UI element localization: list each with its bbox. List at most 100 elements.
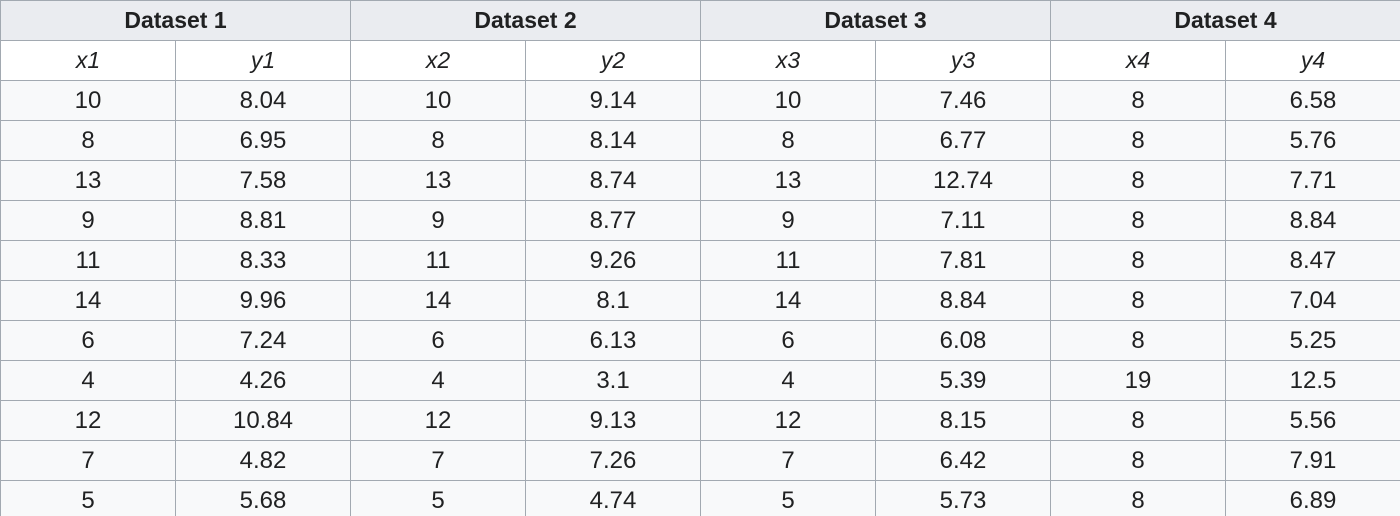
cell-y4: 5.76: [1225, 120, 1400, 161]
cell-y3: 6.77: [875, 120, 1051, 161]
cell-x1: 8: [0, 120, 176, 161]
cell-x4: 8: [1050, 240, 1226, 281]
cell-x3: 6: [700, 320, 876, 361]
cell-x4: 8: [1050, 440, 1226, 481]
cell-y2: 9.26: [525, 240, 701, 281]
variable-label-row: x1 y1 x2 y2 x3 y3 x4 y4: [0, 40, 1400, 81]
cell-x3: 7: [700, 440, 876, 481]
table-row: 6 7.24 6 6.13 6 6.08 8 5.25: [0, 320, 1400, 361]
cell-x1: 6: [0, 320, 176, 361]
dataset-4-title: Dataset 4: [1050, 0, 1400, 41]
cell-y4: 7.91: [1225, 440, 1400, 481]
cell-x2: 9: [350, 200, 526, 241]
cell-x2: 14: [350, 280, 526, 321]
cell-x1: 9: [0, 200, 176, 241]
cell-x3: 10: [700, 80, 876, 121]
cell-y3: 7.81: [875, 240, 1051, 281]
cell-x4: 8: [1050, 160, 1226, 201]
x2-column-header: x2: [350, 40, 526, 81]
cell-y2: 8.74: [525, 160, 701, 201]
table-row: 5 5.68 5 4.74 5 5.73 8 6.89: [0, 480, 1400, 516]
cell-y4: 5.56: [1225, 400, 1400, 441]
cell-x4: 8: [1050, 320, 1226, 361]
cell-x1: 11: [0, 240, 176, 281]
cell-x2: 10: [350, 80, 526, 121]
cell-y2: 8.14: [525, 120, 701, 161]
table-row: 9 8.81 9 8.77 9 7.11 8 8.84: [0, 200, 1400, 241]
cell-x4: 8: [1050, 480, 1226, 516]
cell-x4: 8: [1050, 280, 1226, 321]
cell-x1: 7: [0, 440, 176, 481]
x4-column-header: x4: [1050, 40, 1226, 81]
cell-y1: 6.95: [175, 120, 351, 161]
cell-y3: 5.73: [875, 480, 1051, 516]
cell-y2: 6.13: [525, 320, 701, 361]
x1-column-header: x1: [0, 40, 176, 81]
cell-x2: 7: [350, 440, 526, 481]
cell-x4: 8: [1050, 400, 1226, 441]
cell-y4: 7.71: [1225, 160, 1400, 201]
cell-y1: 7.58: [175, 160, 351, 201]
cell-y1: 10.84: [175, 400, 351, 441]
cell-x3: 11: [700, 240, 876, 281]
table-row: 13 7.58 13 8.74 13 12.74 8 7.71: [0, 160, 1400, 201]
cell-x3: 9: [700, 200, 876, 241]
cell-x2: 4: [350, 360, 526, 401]
table-row: 4 4.26 4 3.1 4 5.39 19 12.5: [0, 360, 1400, 401]
cell-y4: 8.84: [1225, 200, 1400, 241]
cell-y1: 5.68: [175, 480, 351, 516]
table-header: Dataset 1 Dataset 2 Dataset 3 Dataset 4 …: [0, 0, 1400, 81]
cell-x2: 13: [350, 160, 526, 201]
cell-y3: 7.46: [875, 80, 1051, 121]
table-row: 8 6.95 8 8.14 8 6.77 8 5.76: [0, 120, 1400, 161]
cell-y2: 9.14: [525, 80, 701, 121]
cell-x1: 5: [0, 480, 176, 516]
table-row: 7 4.82 7 7.26 7 6.42 8 7.91: [0, 440, 1400, 481]
cell-x2: 6: [350, 320, 526, 361]
cell-x4: 8: [1050, 80, 1226, 121]
cell-y1: 4.26: [175, 360, 351, 401]
cell-y2: 8.1: [525, 280, 701, 321]
cell-y3: 6.42: [875, 440, 1051, 481]
dataset-1-title: Dataset 1: [0, 0, 351, 41]
cell-y4: 6.89: [1225, 480, 1400, 516]
cell-x4: 19: [1050, 360, 1226, 401]
cell-x2: 5: [350, 480, 526, 516]
dataset-2-title: Dataset 2: [350, 0, 701, 41]
cell-y1: 8.33: [175, 240, 351, 281]
cell-y3: 8.15: [875, 400, 1051, 441]
cell-y3: 12.74: [875, 160, 1051, 201]
cell-x4: 8: [1050, 200, 1226, 241]
cell-x1: 10: [0, 80, 176, 121]
cell-x3: 4: [700, 360, 876, 401]
y4-column-header: y4: [1225, 40, 1400, 81]
table-row: 11 8.33 11 9.26 11 7.81 8 8.47: [0, 240, 1400, 281]
cell-x3: 14: [700, 280, 876, 321]
table-row: 12 10.84 12 9.13 12 8.15 8 5.56: [0, 400, 1400, 441]
cell-x4: 8: [1050, 120, 1226, 161]
cell-y1: 8.81: [175, 200, 351, 241]
y2-column-header: y2: [525, 40, 701, 81]
cell-y1: 4.82: [175, 440, 351, 481]
cell-y4: 5.25: [1225, 320, 1400, 361]
cell-y1: 8.04: [175, 80, 351, 121]
cell-y4: 6.58: [1225, 80, 1400, 121]
cell-y2: 9.13: [525, 400, 701, 441]
cell-x2: 12: [350, 400, 526, 441]
cell-y4: 8.47: [1225, 240, 1400, 281]
cell-x2: 11: [350, 240, 526, 281]
table-body: 10 8.04 10 9.14 10 7.46 8 6.58 8 6.95 8 8.14 8 6.77 8 5…: [0, 80, 1400, 516]
cell-x3: 5: [700, 480, 876, 516]
y3-column-header: y3: [875, 40, 1051, 81]
cell-x1: 13: [0, 160, 176, 201]
cell-y3: 5.39: [875, 360, 1051, 401]
cell-y1: 7.24: [175, 320, 351, 361]
x3-column-header: x3: [700, 40, 876, 81]
table-row: 14 9.96 14 8.1 14 8.84 8 7.04: [0, 280, 1400, 321]
cell-x3: 13: [700, 160, 876, 201]
cell-y3: 8.84: [875, 280, 1051, 321]
cell-y4: 7.04: [1225, 280, 1400, 321]
cell-y2: 7.26: [525, 440, 701, 481]
cell-x2: 8: [350, 120, 526, 161]
